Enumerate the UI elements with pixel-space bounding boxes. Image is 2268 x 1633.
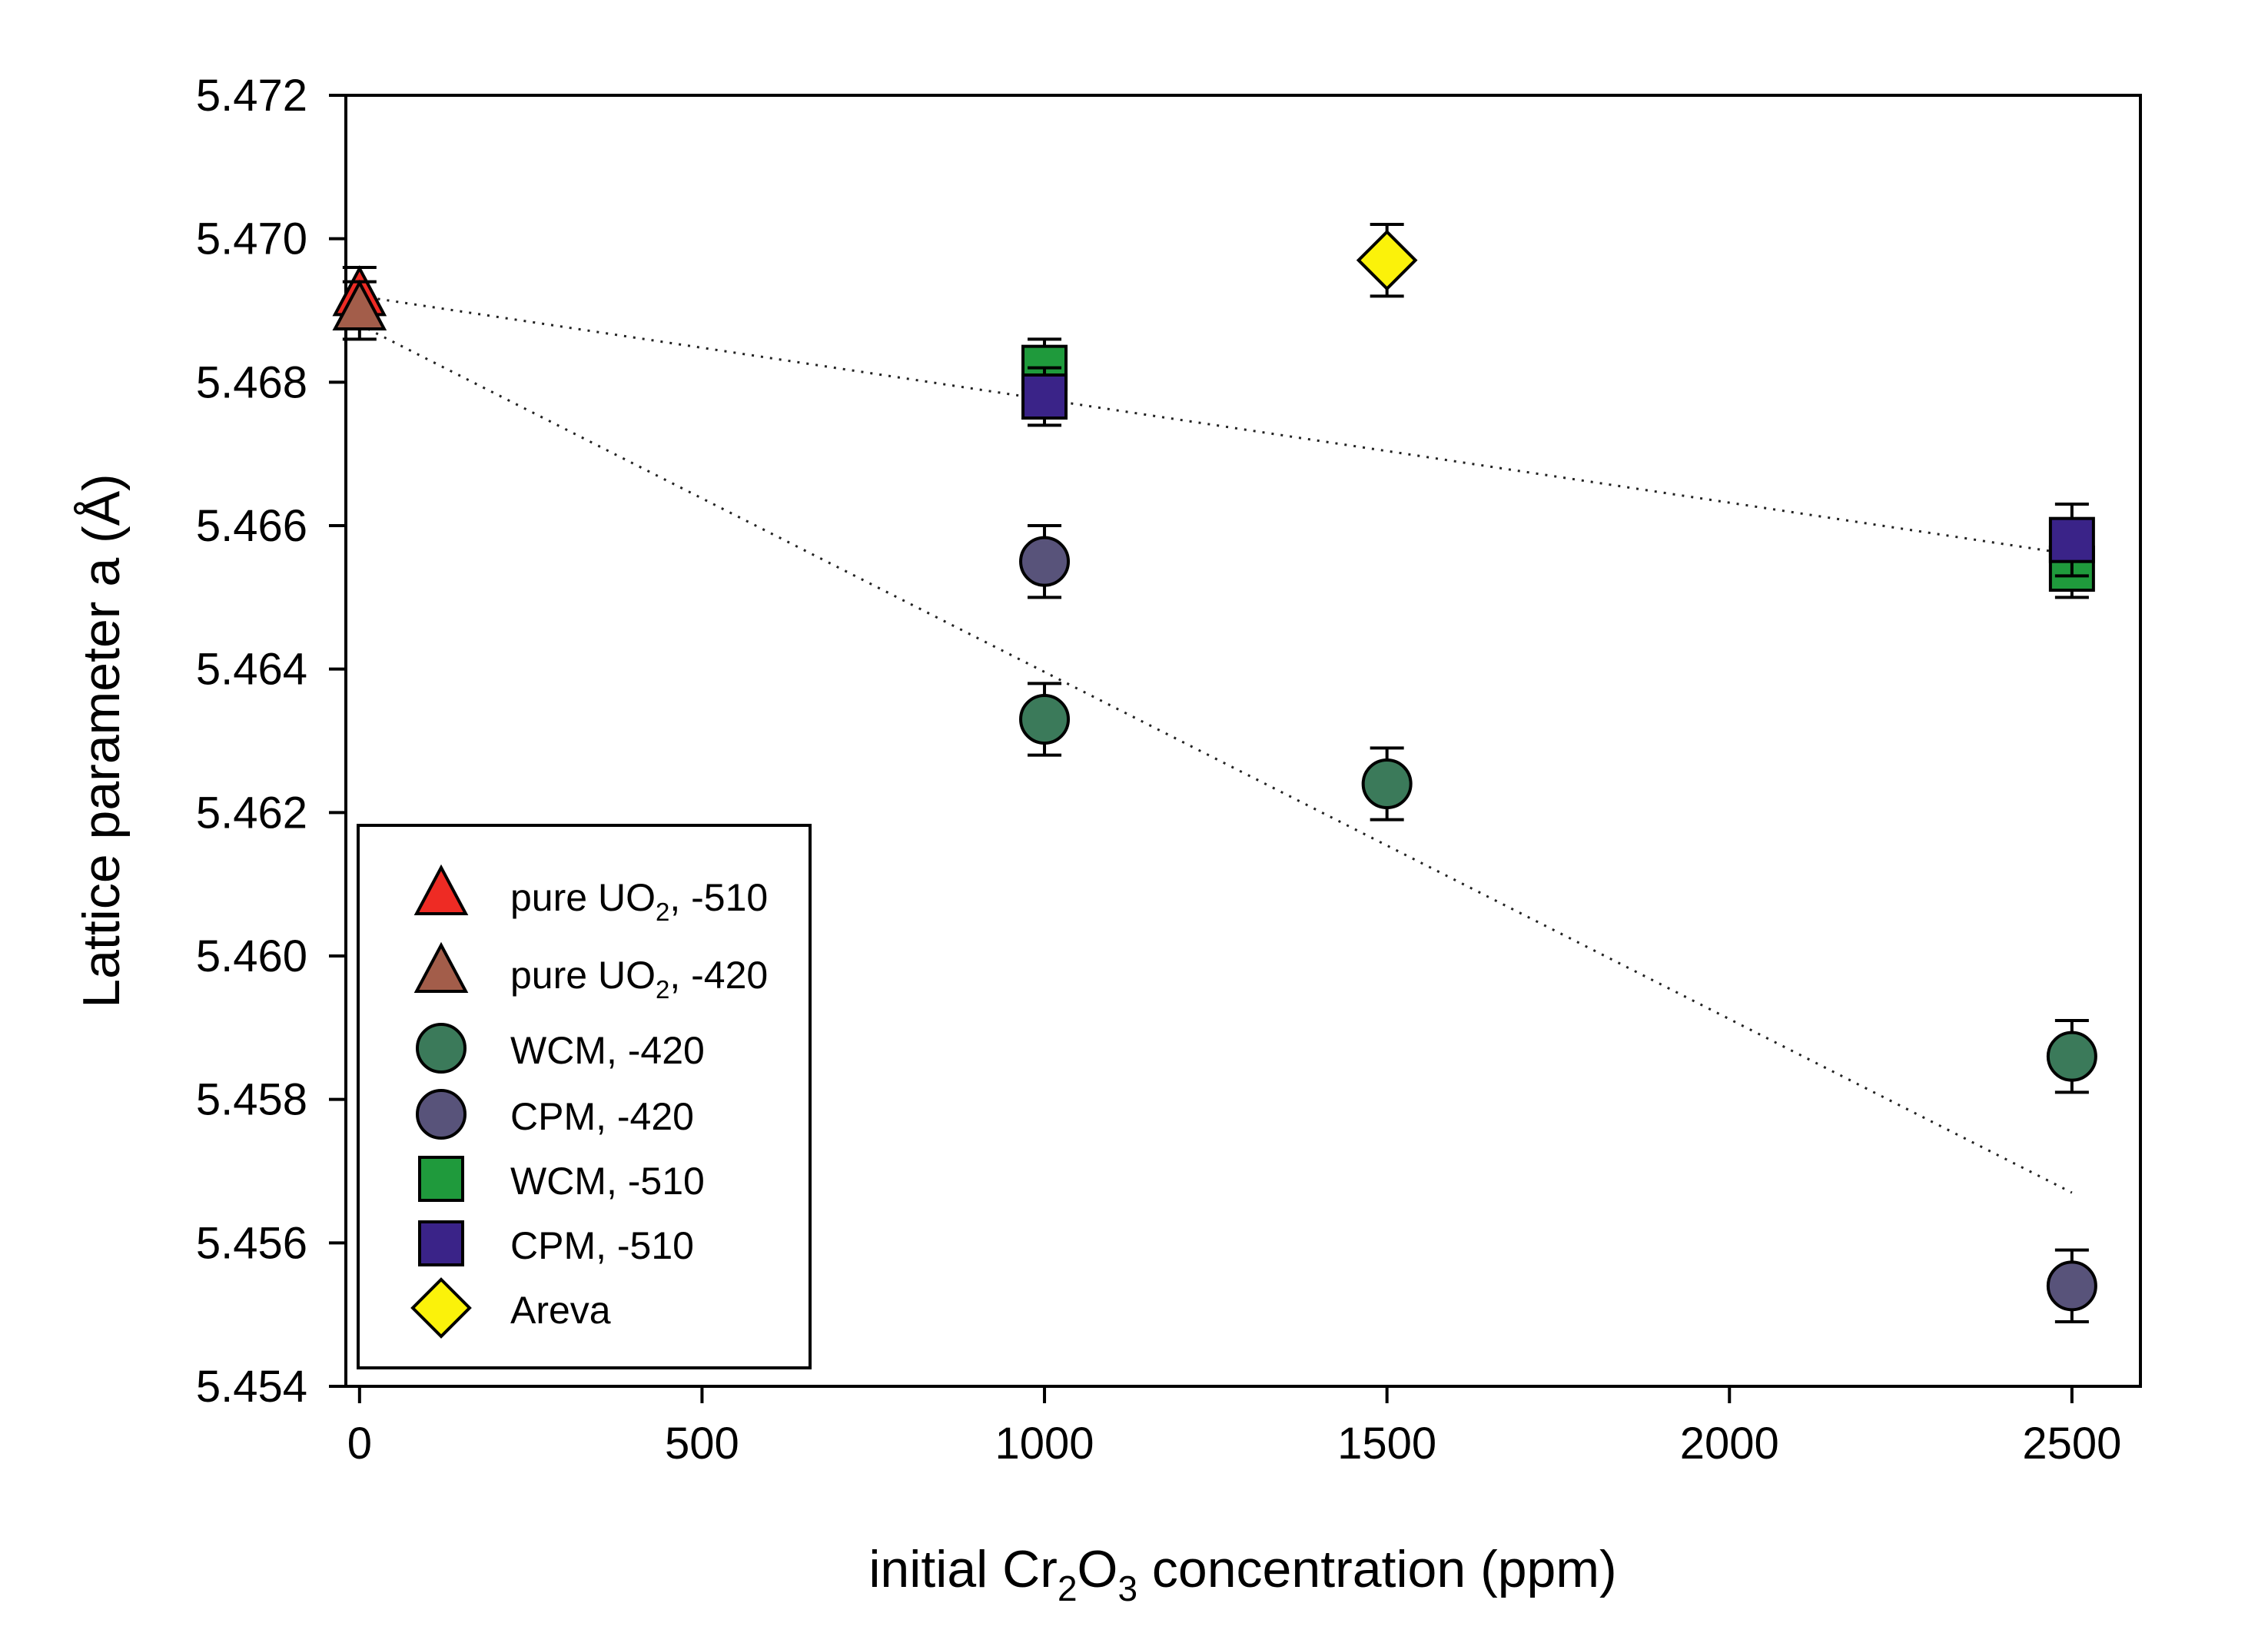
x-tick-label: 500 [665,1419,739,1469]
legend-label: pure UO2, -420 [510,954,768,1004]
data-markers [332,223,2097,1323]
y-tick-label: 5.458 [196,1075,307,1125]
data-point [1019,694,1071,745]
legend-label: CPM, -420 [510,1095,694,1138]
y-axis-label: Lattice parameter a (Å) [72,473,131,1007]
legend-marker [418,1156,464,1202]
legend-marker [416,1023,467,1074]
y-tick-label: 5.462 [196,788,307,838]
plot-frame [344,94,2142,1388]
data-point [332,279,387,330]
y-tick-label: 5.454 [196,1362,307,1412]
legend-label: CPM, -510 [510,1224,694,1267]
x-tick-label: 2000 [1680,1419,1779,1469]
x-tick-label: 0 [347,1419,372,1469]
legend-marker [413,864,469,915]
trend-line [359,324,2073,1194]
y-tick-label: 5.464 [196,645,307,695]
y-tick-label: 5.466 [196,501,307,551]
data-point [1021,373,1068,420]
x-axis-label: initial Cr2O3 concentration (ppm) [868,1540,1616,1608]
x-tick-label: 1000 [995,1419,1094,1469]
x-tick-label: 1500 [1337,1419,1436,1469]
legend-marker [418,1220,464,1266]
legend-label: pure UO2, -510 [510,876,768,926]
y-tick-label: 5.456 [196,1218,307,1268]
legend-marker [413,941,469,993]
trend-lines [359,294,2073,1194]
x-tick-label: 2500 [2022,1419,2121,1469]
y-tick-label: 5.472 [196,71,307,121]
legend: pure UO2, -510 pure UO2, -420 WCM, -420 CPM… [357,824,812,1369]
legend-marker [416,1089,467,1140]
y-tick-label: 5.468 [196,357,307,407]
legend-label: Areva [510,1289,611,1332]
data-point [1356,229,1418,291]
data-point [1361,758,1413,809]
legend-label: WCM, -420 [510,1029,705,1072]
y-tick-label: 5.470 [196,214,307,264]
trend-line [359,294,2073,556]
axis-ticks: 0 500 1000 1500 2000 2500 5.454 5.456 5.458 5.460… [196,71,2122,1469]
data-point [2046,1031,2097,1082]
legend-marker [410,1277,472,1339]
legend-label: WCM, -510 [510,1160,705,1203]
y-tick-label: 5.460 [196,931,307,981]
data-point [2048,516,2095,563]
data-point [1019,536,1071,587]
data-point [2046,1260,2097,1312]
